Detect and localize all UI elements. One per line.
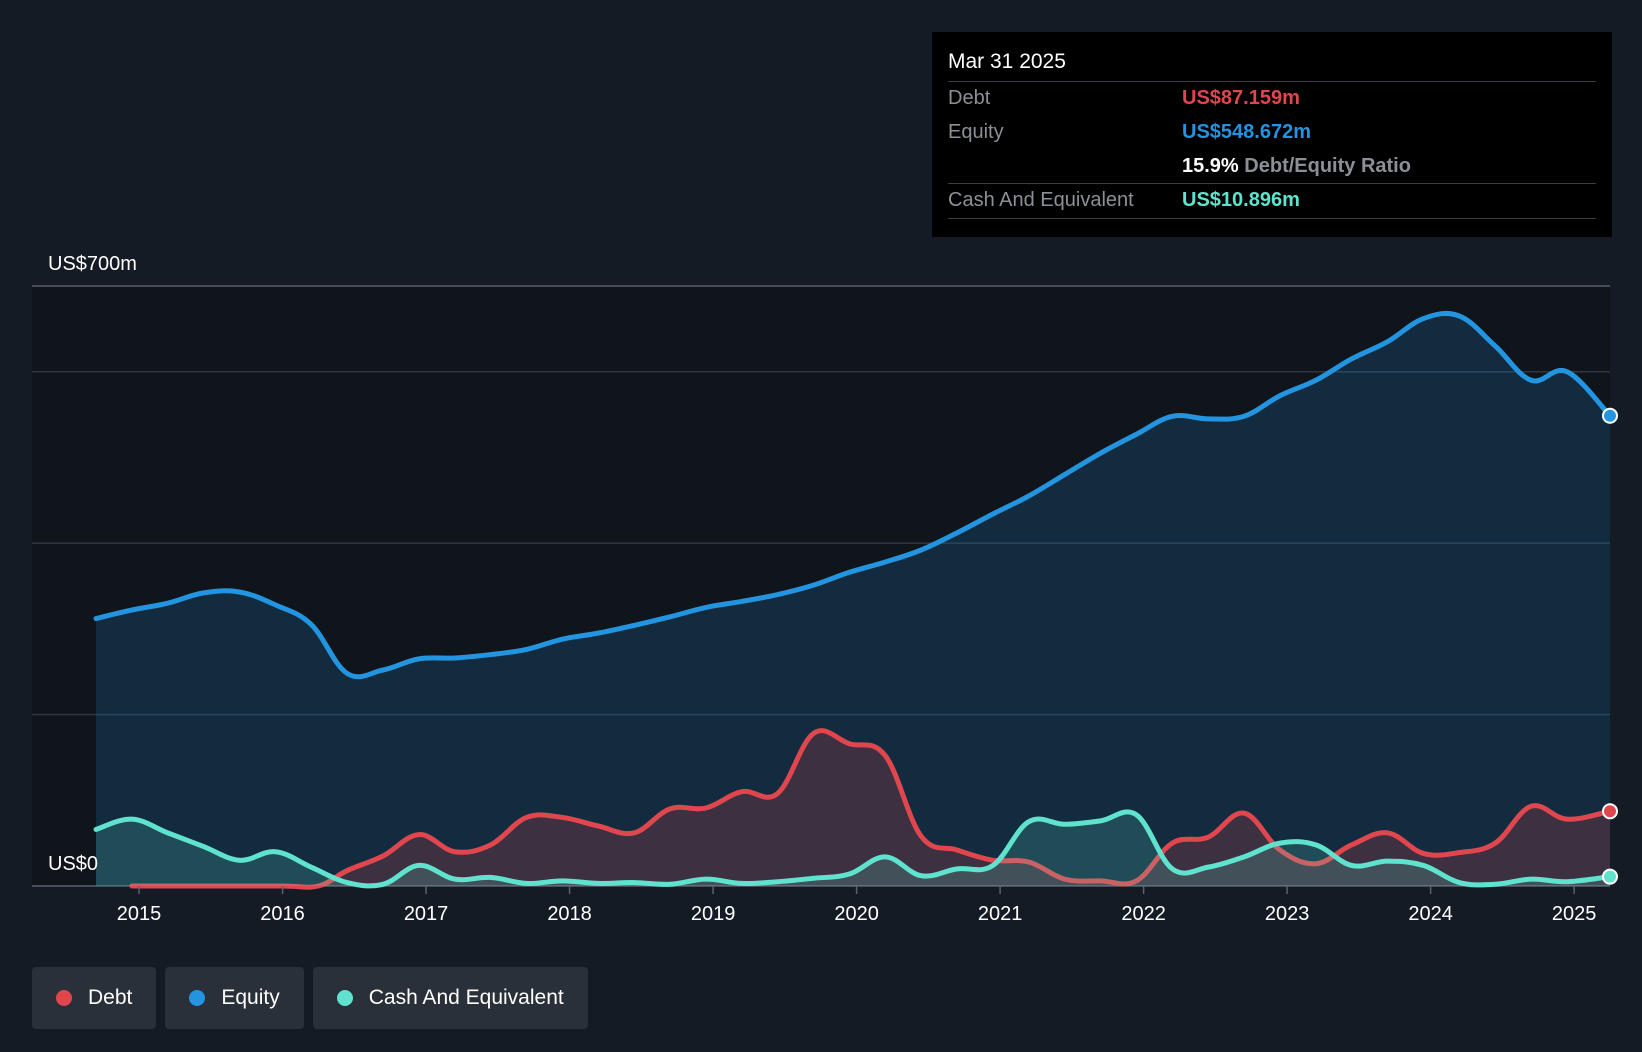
debt-end-marker[interactable] — [1602, 803, 1618, 820]
legend-item-debt[interactable]: Debt — [32, 967, 157, 1029]
cash-dot-icon — [336, 990, 353, 1006]
legend-equity-label: Equity — [221, 986, 280, 1009]
x-tick-label-2020: 2020 — [834, 903, 879, 925]
tooltip-row-ratio: 15.9% Debt/Equity Ratio — [948, 149, 1596, 184]
tooltip-debt-label: Debt — [948, 87, 991, 109]
tooltip-row-cash: Cash And Equivalent US$10.896m — [948, 183, 1596, 219]
x-tick-label-2025: 2025 — [1552, 903, 1597, 925]
legend-item-cash[interactable]: Cash And Equivalent — [312, 967, 588, 1029]
x-axis: 2015 2016 2017 2018 2019 2020 2021 2022 2023 2024… — [117, 886, 1597, 925]
x-tick-label-2021: 2021 — [978, 903, 1023, 925]
cash-area — [96, 811, 1610, 886]
debt-line — [129, 728, 1613, 890]
cash-line — [93, 809, 1613, 889]
x-tick-label-2023: 2023 — [1265, 903, 1310, 925]
legend-cash-label: Cash And Equivalent — [368, 986, 564, 1009]
equity-dot-icon — [189, 990, 206, 1006]
y-axis-top-label: US$700m — [48, 253, 137, 275]
x-tick-label-2016: 2016 — [260, 903, 305, 925]
tooltip-row-debt: Debt US$87.159m — [948, 81, 1596, 116]
debt-dot-icon — [56, 990, 72, 1006]
x-tick-label-2017: 2017 — [404, 903, 449, 925]
legend: Debt Equity Cash And Equivalent — [32, 967, 588, 1029]
equity-line — [93, 310, 1613, 680]
tooltip-panel: Mar 31 2025 Debt US$87.159m Equity US$54… — [932, 32, 1612, 237]
tooltip-cash-value: US$10.896m — [1182, 189, 1300, 211]
x-tick-label-2019: 2019 — [691, 903, 736, 925]
tooltip-equity-value: US$548.672m — [1182, 121, 1311, 143]
equity-area — [96, 313, 1610, 886]
tooltip-cash-label: Cash And Equivalent — [948, 189, 1134, 211]
x-tick-label-2015: 2015 — [117, 903, 162, 925]
legend-debt-label: Debt — [88, 986, 133, 1009]
x-tick-label-2022: 2022 — [1121, 903, 1166, 925]
tooltip-ratio-label: Debt/Equity Ratio — [1244, 155, 1411, 177]
legend-item-equity[interactable]: Equity — [165, 967, 304, 1029]
y-axis-bottom-label: US$0 — [48, 853, 98, 875]
equity-end-marker[interactable] — [1602, 407, 1618, 424]
cash-end-marker[interactable] — [1602, 868, 1618, 885]
x-tick-label-2024: 2024 — [1408, 903, 1453, 925]
plot-background — [32, 286, 1610, 886]
tooltip-debt-value: US$87.159m — [1182, 87, 1300, 109]
tooltip-date: Mar 31 2025 — [948, 50, 1066, 73]
grid-lines — [32, 285, 1610, 887]
tooltip-ratio: 15.9% Debt/Equity Ratio — [1182, 155, 1411, 178]
tooltip-ratio-value: 15.9% — [1182, 155, 1239, 177]
tooltip-row-equity: Equity US$548.672m — [948, 115, 1596, 150]
debt-area — [131, 730, 1611, 888]
tooltip-equity-label: Equity — [948, 121, 1004, 143]
x-tick-label-2018: 2018 — [547, 903, 592, 925]
series-layer — [93, 310, 1618, 890]
